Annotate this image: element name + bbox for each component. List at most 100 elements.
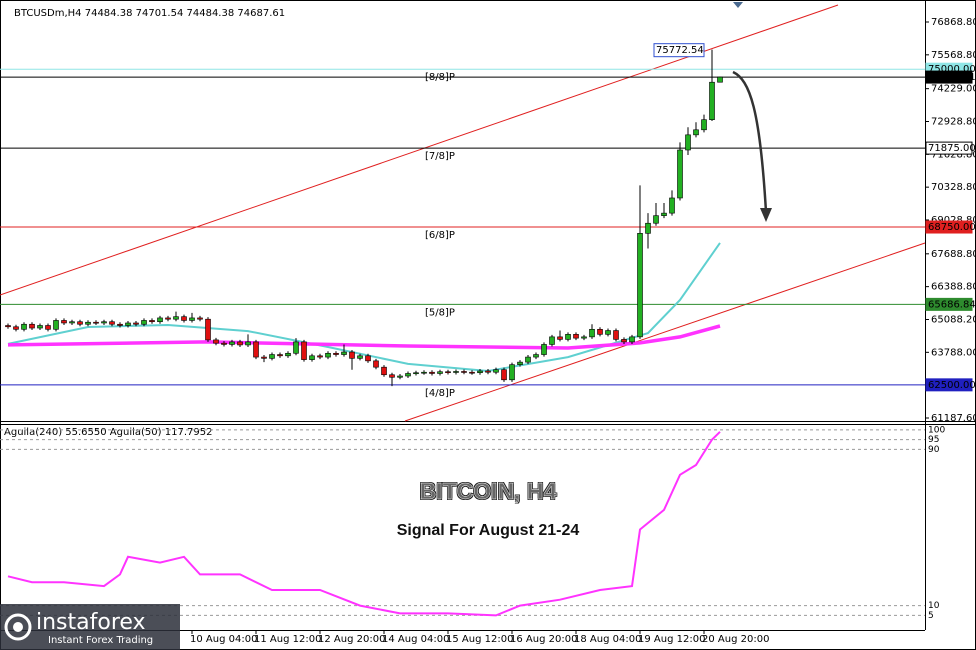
price-box bbox=[925, 70, 973, 84]
candle-body bbox=[453, 371, 459, 373]
candle-body bbox=[397, 375, 403, 378]
level-tag: [5/8]P bbox=[425, 307, 455, 318]
candle-body bbox=[125, 322, 131, 326]
x-tick-label: 12 Aug 20:00 bbox=[318, 634, 385, 645]
candle-body bbox=[437, 371, 443, 374]
candle-body bbox=[557, 336, 563, 340]
logo-icon bbox=[4, 613, 32, 641]
x-tick-label: 18 Aug 04:00 bbox=[574, 634, 641, 645]
y-tick-label: 65088.20 bbox=[931, 314, 976, 325]
y-tick-label: 69028.80 bbox=[931, 215, 976, 226]
candle-body bbox=[261, 356, 267, 359]
candle-body bbox=[29, 323, 35, 329]
overlay-title: BITCOIN, H4 bbox=[419, 478, 557, 504]
candle-body bbox=[69, 321, 75, 324]
logo-icon bbox=[13, 622, 23, 632]
price-box-label: 65686.84 bbox=[928, 299, 976, 310]
candle-body bbox=[445, 371, 451, 374]
scroll-marker bbox=[733, 2, 743, 8]
level-tag: [4/8]P bbox=[425, 388, 455, 399]
candle-body bbox=[533, 354, 539, 358]
x-tick-label: 10 Aug 04:00 bbox=[190, 634, 257, 645]
candle-body bbox=[293, 341, 299, 354]
moving-average bbox=[7, 242, 721, 373]
annotation-label: 75772.54 bbox=[656, 45, 704, 56]
price-box-label: 71875.00 bbox=[928, 143, 976, 154]
price-box-label: 75000.00 bbox=[928, 64, 976, 75]
candle-body bbox=[469, 371, 475, 374]
y-tick-label: 72928.80 bbox=[931, 116, 976, 127]
candle-body bbox=[45, 325, 51, 330]
candle-body bbox=[133, 322, 139, 325]
candle-body bbox=[389, 374, 395, 378]
candle-body bbox=[317, 355, 323, 358]
candle-body bbox=[117, 323, 123, 326]
candle-body bbox=[421, 371, 427, 374]
candle-body bbox=[493, 369, 499, 373]
oscillator-line bbox=[7, 431, 721, 617]
candle-body bbox=[165, 317, 171, 320]
candle-body bbox=[253, 341, 259, 358]
candle-body bbox=[541, 344, 547, 355]
candle-body bbox=[221, 342, 227, 345]
candle-body bbox=[269, 354, 275, 359]
candle-body bbox=[461, 371, 467, 373]
x-tick-label: 11 Aug 12:00 bbox=[254, 634, 321, 645]
candle-body bbox=[685, 134, 691, 151]
candle-body bbox=[93, 321, 99, 324]
y-tick-label: 63788.00 bbox=[931, 347, 976, 358]
candle-body bbox=[629, 336, 635, 343]
logo-name: instaforex bbox=[36, 610, 146, 635]
candle-body bbox=[525, 356, 531, 363]
candle-body bbox=[661, 212, 667, 216]
candle-body bbox=[157, 317, 163, 323]
level-tag: [7/8]P bbox=[425, 151, 455, 162]
candle-body bbox=[501, 369, 507, 381]
candle-body bbox=[365, 355, 371, 362]
candle-body bbox=[181, 316, 187, 321]
candle-body bbox=[309, 355, 315, 360]
y-tick-label: 76868.80 bbox=[931, 17, 976, 28]
candle-body bbox=[485, 370, 491, 373]
candle-body bbox=[573, 334, 579, 339]
candle-body bbox=[349, 351, 355, 359]
price-box-label: 62500.00 bbox=[928, 380, 976, 391]
channel-line bbox=[404, 242, 926, 422]
candle-body bbox=[173, 316, 179, 320]
candle-body bbox=[213, 339, 219, 344]
candle-body bbox=[37, 325, 43, 329]
price-box bbox=[925, 378, 973, 392]
price-box-label: 68750.00 bbox=[928, 222, 976, 233]
x-tick-label: 20 Aug 20:00 bbox=[702, 634, 769, 645]
candle-body bbox=[693, 129, 699, 136]
candle-body bbox=[109, 321, 115, 325]
y-tick-label: 70328.80 bbox=[931, 182, 976, 193]
logo: instaforex Instant Forex Trading bbox=[0, 604, 180, 650]
candle-body bbox=[53, 320, 59, 330]
y-tick-label: 61187.60 bbox=[931, 413, 976, 424]
candle-body bbox=[77, 321, 83, 325]
candle-body bbox=[581, 336, 587, 339]
x-tick-label: 19 Aug 12:00 bbox=[638, 634, 705, 645]
candle-body bbox=[237, 341, 243, 346]
x-tick-label: 15 Aug 12:00 bbox=[446, 634, 513, 645]
x-tick-label: 16 Aug 20:00 bbox=[510, 634, 577, 645]
candle-body bbox=[589, 328, 595, 338]
plot-area bbox=[0, 4, 926, 422]
price-box bbox=[925, 297, 973, 311]
candle-body bbox=[621, 339, 627, 343]
candle-body bbox=[637, 233, 643, 338]
indicator-header: Aguila(240) 55.6550 Aguila(50) 117.7952 bbox=[4, 427, 212, 438]
candle-body bbox=[613, 330, 619, 340]
candle-body bbox=[13, 326, 19, 330]
candle-body bbox=[549, 336, 555, 345]
candle-body bbox=[669, 197, 675, 214]
candle-body bbox=[357, 355, 363, 359]
price-box bbox=[925, 220, 973, 234]
level-tag: [8/8]P bbox=[425, 72, 455, 83]
candle-body bbox=[709, 81, 715, 120]
candle-body bbox=[341, 351, 347, 355]
candle-body bbox=[477, 370, 483, 374]
